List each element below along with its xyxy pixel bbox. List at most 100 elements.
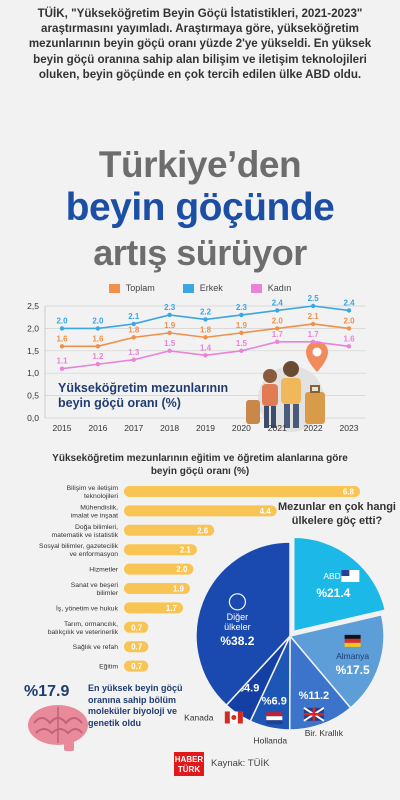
data-point [167, 312, 172, 318]
data-point [346, 308, 352, 313]
y-tick-label: 1,0 [27, 368, 39, 378]
data-label: 2.0 [343, 316, 355, 325]
data-label: 2.4 [272, 298, 284, 307]
x-tick-label: 2020 [232, 423, 251, 433]
data-point [59, 326, 65, 331]
pie-slice-value: %11.2 [299, 690, 330, 702]
bar [124, 524, 215, 536]
data-label: 1.9 [164, 321, 176, 330]
bar-category-label: Eğitim [99, 664, 118, 671]
data-label: 2.1 [128, 312, 140, 321]
data-label: 1.9 [236, 321, 248, 330]
bar-value-label: 1.7 [166, 604, 178, 613]
bar-category-label: Doğa bilimleri, matematik ve istatistik [52, 524, 119, 539]
x-tick-label: 2023 [340, 423, 359, 433]
headline-line-1: Türkiye’den [98, 144, 302, 185]
headline-line-2: beyin göçünde [65, 186, 335, 229]
data-label: 1.5 [164, 339, 176, 348]
x-tick-label: 2016 [88, 423, 107, 433]
bar-chart: Bilişim ve iletişim teknolojileri 6.8 Mühen… [39, 485, 360, 672]
bar [124, 602, 183, 614]
data-point [275, 339, 280, 345]
data-label: 1.6 [56, 334, 68, 343]
data-point [95, 362, 101, 367]
data-label: 1.8 [200, 325, 212, 334]
data-point [59, 366, 65, 371]
pie-slice-value: %6.9 [262, 695, 287, 707]
x-tick-label: 2021 [268, 423, 287, 433]
bar [124, 563, 194, 575]
data-point [131, 321, 136, 327]
legend-item-kadin: Kadın [250, 283, 291, 293]
netherlands-flag-icon [266, 712, 283, 717]
data-label: 1.4 [200, 343, 212, 352]
data-label: 2.4 [343, 298, 355, 307]
x-tick-label: 2017 [124, 423, 143, 433]
pie-slice-name: Bir. Krallık [305, 728, 344, 738]
data-point [275, 308, 280, 313]
bar [124, 583, 190, 594]
bar-value-label: 0.7 [131, 643, 143, 652]
line-chart: 0,0 0,5 1,0 1,5 2,0 2,5 2015 2016 2017 2018 2019 20… [27, 294, 366, 433]
uk-flag-cross [303, 707, 324, 721]
data-label: 2.0 [56, 316, 68, 325]
y-tick-label: 0,5 [27, 391, 39, 401]
data-label: 1.8 [128, 325, 140, 334]
y-tick-label: 0,0 [27, 413, 39, 423]
bar-category-label: Mühendislik, imalat ve inşaat [71, 504, 118, 519]
data-point [203, 317, 208, 322]
data-label: 2.0 [92, 316, 104, 325]
bar-category-label: İş, yönetim ve hukuk [56, 603, 119, 612]
data-point [95, 326, 101, 331]
legend-item-toplam: Toplam [108, 283, 155, 293]
bar-category-label: Sosyal bilimler, gazetecilik ve enformasy… [39, 543, 119, 558]
bar-category-label: Sanat ve beşeri bilimler [71, 582, 119, 597]
data-point [310, 303, 316, 309]
data-label: 2.0 [272, 316, 284, 325]
pie-chart-title: Mezunlar en çok hangi ülkelere göç etti? [278, 501, 396, 527]
data-point [275, 326, 280, 331]
data-label: 1.5 [236, 339, 248, 348]
canada-flag-leaf [231, 714, 237, 720]
data-label: 2.3 [236, 303, 248, 312]
line-chart-legend: Toplam Erkek Kadın [0, 283, 400, 293]
bar-value-label: 2.6 [197, 526, 209, 535]
bar-category-label: Tarım, ormancılık, balıkçılık ve veterine… [48, 621, 119, 636]
uk-flag-icon [303, 707, 324, 721]
y-tick-label: 2,5 [27, 301, 39, 311]
bar [124, 505, 277, 517]
bar-value-label: 6.8 [343, 488, 355, 497]
data-label: 1.6 [92, 334, 104, 343]
data-label: 1.7 [272, 330, 284, 339]
legend-item-erkek: Erkek [182, 283, 223, 293]
data-point [59, 344, 65, 349]
bar-value-label: 2.1 [180, 546, 192, 555]
x-tick-label: 2019 [196, 423, 215, 433]
data-label: 2.5 [308, 294, 320, 303]
data-point [203, 335, 208, 340]
bar-category-label: Hizmetler [89, 567, 118, 574]
data-label: 1.1 [56, 357, 68, 366]
data-point [310, 321, 316, 327]
data-label: 2.1 [308, 312, 320, 321]
data-point [310, 339, 316, 345]
brain-text: En yüksek beyin göçü oranına sahip bölüm… [88, 683, 183, 728]
bar-category-label: Bilişim ve iletişim teknolojileri [67, 485, 119, 500]
canada-flag-icon [224, 711, 243, 724]
data-point [167, 348, 172, 353]
x-tick-label: 2015 [53, 423, 72, 433]
data-point [95, 344, 101, 349]
data-label: 1.7 [308, 330, 320, 339]
traveler-illustration [246, 341, 328, 432]
bar [124, 621, 149, 633]
x-tick-label: 2022 [304, 423, 323, 433]
svg-text:TÜRK: TÜRK [178, 765, 200, 774]
pie-slice-name: Hollanda [254, 735, 288, 745]
bar [124, 486, 360, 497]
bar-value-label: 1.9 [173, 585, 185, 594]
data-point [131, 335, 136, 340]
netherlands-flag-stripe [266, 720, 283, 725]
data-label: 1.6 [343, 334, 355, 343]
data-point [346, 326, 352, 331]
svg-text:HABER: HABER [175, 755, 204, 764]
